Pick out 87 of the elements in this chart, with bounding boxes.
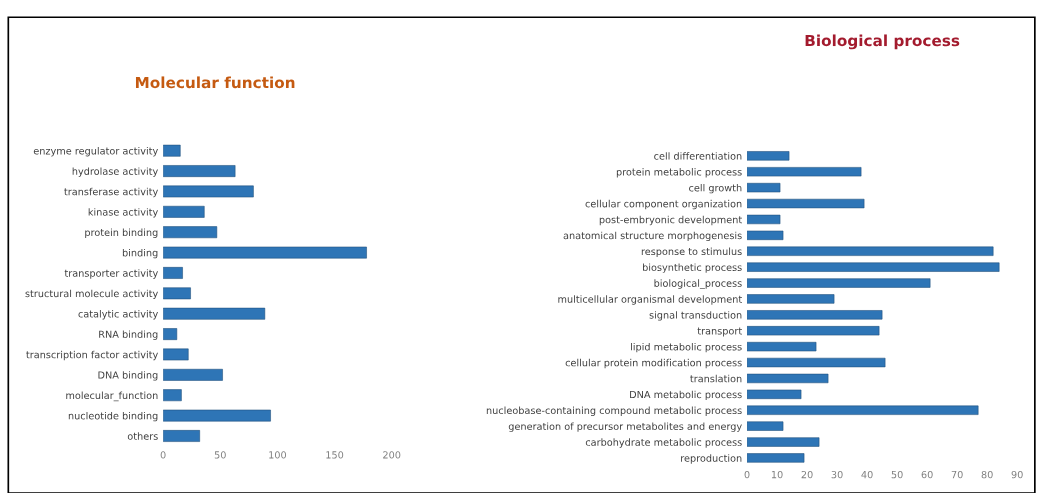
bar <box>163 267 183 279</box>
x-tick-label: 60 <box>921 470 933 479</box>
bar <box>163 409 271 422</box>
bar <box>747 151 790 161</box>
y-tick-label: multicellular organismal development <box>558 295 742 305</box>
bar <box>747 453 805 463</box>
bar <box>747 167 862 177</box>
bar <box>747 405 979 415</box>
bar <box>163 389 182 402</box>
bar <box>747 278 931 288</box>
y-tick-label: DNA metabolic process <box>630 390 742 401</box>
y-tick-label: nucleobase-containing compound metabolic process <box>486 406 742 416</box>
x-tick-label: 80 <box>981 470 993 479</box>
bar <box>163 246 367 259</box>
bar <box>747 262 1000 272</box>
bar <box>163 328 178 340</box>
y-tick-label: protein binding <box>85 228 158 238</box>
x-tick-label: 0 <box>744 470 750 479</box>
bar <box>163 205 205 218</box>
bar <box>163 165 236 177</box>
y-tick-label: RNA binding <box>99 330 158 340</box>
bar <box>163 430 200 442</box>
bar <box>747 421 784 431</box>
bar <box>163 226 218 239</box>
y-tick-label: protein metabolic process <box>616 168 742 178</box>
y-tick-label: cellular component organization <box>585 199 742 210</box>
bar <box>163 307 266 320</box>
bar <box>747 357 886 368</box>
y-tick-label: signal transduction <box>649 311 742 321</box>
x-tick-label: 20 <box>801 470 813 479</box>
bar <box>747 373 829 384</box>
y-tick-label: transporter activity <box>64 269 158 279</box>
y-tick-label: transferase activity <box>64 187 158 198</box>
y-tick-label: catalytic activity <box>78 310 158 320</box>
y-tick-label: DNA binding <box>98 371 158 381</box>
chart-title: Molecular function <box>135 76 295 89</box>
chart-title: Biological process <box>805 34 960 50</box>
bar <box>747 230 784 240</box>
y-tick-label: translation <box>690 374 742 383</box>
bar <box>747 214 781 225</box>
bar <box>747 341 817 352</box>
bar <box>163 144 181 157</box>
bar <box>747 246 994 256</box>
y-tick-label: transport <box>697 327 742 337</box>
x-tick-label: 150 <box>326 451 344 459</box>
y-tick-label: others <box>127 432 158 440</box>
y-tick-label: reproduction <box>681 454 742 464</box>
bar <box>747 310 883 320</box>
bar <box>747 437 820 447</box>
y-tick-label: biosynthetic process <box>643 263 742 273</box>
x-tick-label: 50 <box>214 451 226 459</box>
y-tick-label: post-embryonic development <box>599 215 742 226</box>
bar <box>747 389 802 399</box>
bar <box>747 183 781 193</box>
bar <box>747 326 880 336</box>
bar <box>163 287 191 300</box>
y-tick-label: molecular_function <box>66 391 158 402</box>
x-tick-label: 40 <box>861 470 873 479</box>
y-tick-label: enzyme regulator activity <box>33 147 158 157</box>
y-tick-label: anatomical structure morphogenesis <box>563 231 742 242</box>
y-tick-label: structural molecule activity <box>25 289 158 300</box>
bar <box>747 294 835 304</box>
x-tick-label: 90 <box>1011 470 1023 479</box>
y-tick-label: cell differentiation <box>654 152 742 160</box>
x-tick-label: 200 <box>383 451 401 459</box>
x-tick-label: 70 <box>951 470 963 479</box>
bar <box>747 198 865 209</box>
y-tick-label: hydrolase activity <box>72 167 158 177</box>
y-tick-label: biological_process <box>654 279 742 290</box>
x-tick-label: 0 <box>160 451 166 459</box>
x-tick-label: 10 <box>771 470 783 479</box>
x-tick-label: 50 <box>891 470 903 479</box>
y-tick-label: nucleotide binding <box>68 411 158 422</box>
bar <box>163 185 254 198</box>
y-tick-label: generation of precursor metabolites and energy <box>508 422 742 432</box>
y-tick-label: cellular protein modification process <box>565 358 742 369</box>
y-tick-label: response to stimulus <box>641 247 742 257</box>
y-tick-label: carbohydrate metabolic process <box>585 438 742 448</box>
y-tick-label: kinase activity <box>88 208 158 218</box>
y-tick-label: lipid metabolic process <box>631 342 742 353</box>
bar <box>163 348 189 361</box>
bar <box>163 368 223 381</box>
x-tick-label: 100 <box>269 451 287 459</box>
y-tick-label: transcription factor activity <box>26 350 158 361</box>
y-tick-label: cell growth <box>689 183 742 194</box>
x-tick-label: 30 <box>831 470 843 479</box>
y-tick-label: binding <box>122 248 158 259</box>
